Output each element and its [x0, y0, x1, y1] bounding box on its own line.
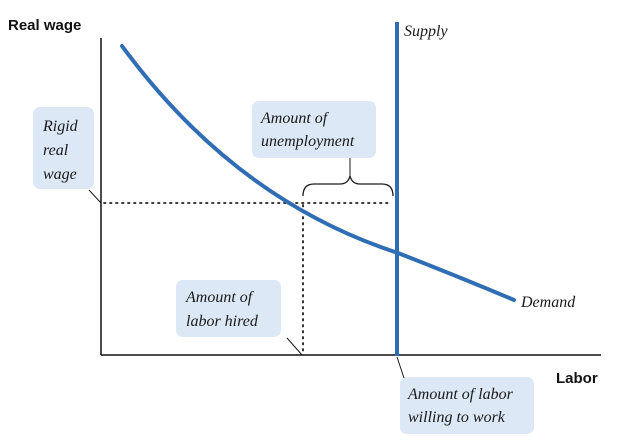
labor-willing-callout: Amount of labor willing to work [400, 377, 534, 434]
labor-hired-line-2: labor hired [186, 313, 259, 330]
unemployment-brace [302, 175, 394, 197]
rigid-wage-pointer [88, 189, 102, 204]
x-axis-title: Labor [556, 370, 598, 387]
labor-hired-callout: Amount of labor hired [176, 280, 281, 337]
demand-label: Demand [520, 294, 576, 311]
unemployment-callout: Amount of unemployment [252, 101, 376, 158]
unemployment-line-2: unemployment [261, 133, 355, 150]
labor-hired-line-1: Amount of [185, 289, 255, 306]
rigid-wage-line-3: wage [43, 166, 77, 183]
supply-label: Supply [404, 23, 448, 40]
labor-willing-line-1: Amount of labor [407, 386, 514, 403]
demand-curve [120, 44, 516, 302]
unemployment-line-1: Amount of [260, 110, 330, 127]
y-axis-title: Real wage [8, 17, 81, 34]
rigid-wage-callout: Rigid real wage [33, 107, 94, 189]
labor-hired-pointer [286, 337, 303, 356]
rigid-wage-line-2: real [43, 142, 69, 159]
labor-willing-line-2: willing to work [408, 409, 506, 426]
labor-willing-pointer [396, 356, 405, 379]
rigid-wage-line-1: Rigid [42, 118, 79, 135]
